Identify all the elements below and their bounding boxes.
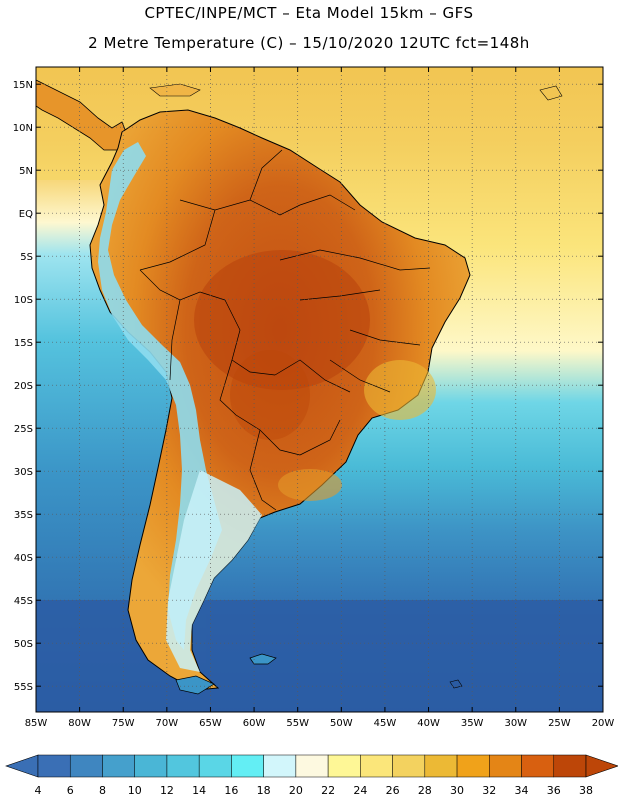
colorbar-label: 22 [321, 784, 335, 797]
caribbean-islands-east [539, 85, 563, 101]
colorbar-swatch [456, 754, 490, 778]
colorbar-label: 24 [353, 784, 367, 797]
lon-label: 50W [330, 718, 353, 729]
colorbar-label: 18 [257, 784, 271, 797]
lat-label: 10N [13, 123, 33, 134]
colorbar-label: 26 [386, 784, 400, 797]
warm-zone-southeast-brazil [364, 360, 436, 420]
colorbar-label: 36 [547, 784, 561, 797]
hot-core-central-brazil [194, 250, 370, 390]
graticule [36, 67, 603, 712]
colorbar-swatch [489, 754, 522, 778]
patagonia-cool-zone [166, 470, 262, 672]
lon-label: 85W [25, 718, 48, 729]
lat-label: 50S [14, 639, 33, 650]
lon-label: 30W [504, 718, 527, 729]
tierra-del-fuego [175, 675, 215, 695]
lon-label: 35W [461, 718, 484, 729]
colorbar-label: 20 [289, 784, 303, 797]
lat-label: 15N [13, 80, 33, 91]
colorbar-label: 32 [482, 784, 496, 797]
lon-label: 40W [417, 718, 440, 729]
colorbar-label: 10 [128, 784, 142, 797]
hot-core-chaco [230, 350, 310, 440]
axis-ticks: 15N 10N 5N EQ 5S 10S 15S 20S 25S 30S 35S 40S 45S 50S 5… [13, 67, 615, 729]
colorbar-swatch [134, 754, 168, 778]
lat-label: 40S [14, 553, 33, 564]
colorbar-high-arrow [585, 754, 618, 778]
lon-label: 80W [68, 718, 91, 729]
colorbar-swatch [102, 754, 135, 778]
lat-label: 25S [14, 424, 33, 435]
lon-label: 55W [286, 718, 309, 729]
map-frame [35, 66, 604, 713]
colorbar-label: 12 [160, 784, 174, 797]
lat-label: 35S [14, 510, 33, 521]
lat-label: 10S [14, 295, 33, 306]
caribbean-islands [149, 83, 201, 97]
colorbar-label: 28 [418, 784, 432, 797]
colorbar-low-arrow [5, 754, 39, 778]
colorbar-swatch [166, 754, 200, 778]
warm-zone-uruguay [278, 469, 342, 501]
lat-label: 20S [14, 381, 33, 392]
colorbar-label: 6 [67, 784, 74, 797]
colorbar-swatch [198, 754, 232, 778]
colorbar: 4 6 8 10 12 14 16 18 20 22 24 26 28 30 32 34 36 38 [5, 754, 618, 797]
colorbar-swatch [263, 754, 297, 778]
lat-label: EQ [19, 209, 33, 220]
lat-label: 5N [19, 166, 33, 177]
lon-label: 75W [112, 718, 135, 729]
lon-label: 60W [243, 718, 266, 729]
title-line-2: 2 Metre Temperature (C) – 15/10/2020 12U… [88, 34, 530, 52]
falkland-islands [249, 653, 277, 665]
lat-label: 55S [14, 682, 33, 693]
country-borders [139, 149, 431, 511]
colorbar-swatch [392, 754, 426, 778]
colorbar-swatch [69, 754, 103, 778]
colorbar-swatch [521, 754, 555, 778]
colorbar-swatch [231, 754, 264, 778]
colorbar-swatch [360, 754, 393, 778]
lat-label: 5S [20, 252, 33, 263]
lon-label: 25W [548, 718, 571, 729]
lat-label: 30S [14, 467, 33, 478]
southern-ocean [36, 600, 603, 712]
lat-label: 15S [14, 338, 33, 349]
lon-label: 70W [156, 718, 179, 729]
colorbar-label: 8 [99, 784, 106, 797]
colorbar-label: 38 [579, 784, 593, 797]
colorbar-swatch [424, 754, 458, 778]
colorbar-label: 14 [192, 784, 206, 797]
colorbar-swatch [327, 754, 361, 778]
colorbar-swatch [295, 754, 329, 778]
colorbar-label: 4 [35, 784, 42, 797]
title-line-1: CPTEC/INPE/MCT – Eta Model 15km – GFS [144, 4, 474, 22]
colorbar-swatch [37, 754, 71, 778]
lat-label: 45S [14, 596, 33, 607]
lon-label: 20W [592, 718, 615, 729]
colorbar-label: 16 [224, 784, 238, 797]
lon-label: 45W [374, 718, 397, 729]
lon-label: 65W [199, 718, 222, 729]
colorbar-swatch [553, 754, 587, 778]
colorbar-label: 34 [515, 784, 529, 797]
colorbar-label: 30 [450, 784, 464, 797]
